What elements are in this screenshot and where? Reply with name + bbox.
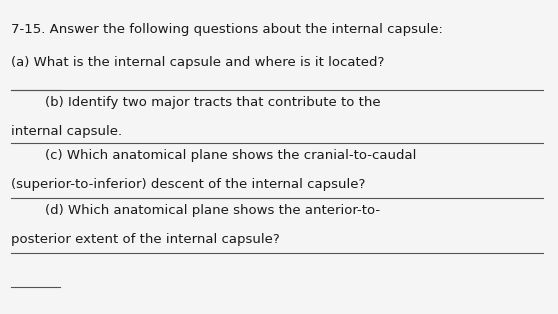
Text: (c) Which anatomical plane shows the cranial-to-caudal: (c) Which anatomical plane shows the cra… (11, 149, 416, 162)
Text: (b) Identify two major tracts that contribute to the: (b) Identify two major tracts that contr… (11, 96, 381, 109)
Text: internal capsule.: internal capsule. (11, 125, 122, 138)
Text: (a) What is the internal capsule and where is it located?: (a) What is the internal capsule and whe… (11, 56, 384, 69)
Text: posterior extent of the internal capsule?: posterior extent of the internal capsule… (11, 233, 280, 246)
Text: 7-15. Answer the following questions about the internal capsule:: 7-15. Answer the following questions abo… (11, 23, 442, 35)
Text: (d) Which anatomical plane shows the anterior-to-: (d) Which anatomical plane shows the ant… (11, 204, 380, 217)
Text: (superior-to-inferior) descent of the internal capsule?: (superior-to-inferior) descent of the in… (11, 178, 365, 192)
